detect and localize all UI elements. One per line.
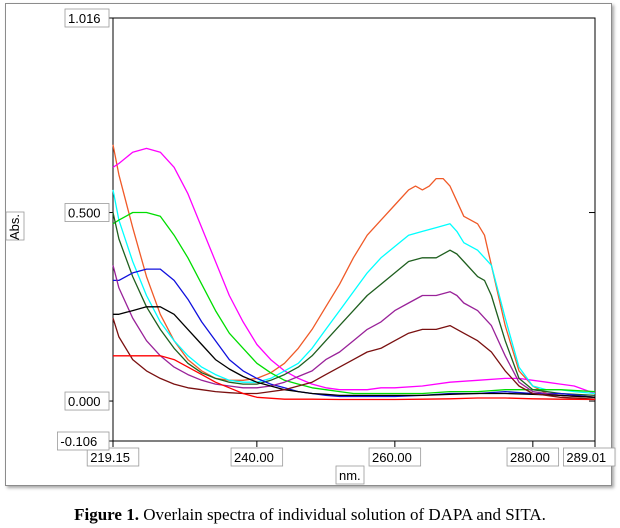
x-axis-title-box — [335, 465, 365, 485]
y-tick-label-box — [57, 431, 110, 451]
spectrum-line-4 — [112, 211, 596, 395]
x-tick-label-box — [368, 447, 422, 467]
y-tick-label-box — [64, 203, 110, 222]
x-tick-label: 219.15 — [90, 450, 130, 465]
y-tick-label: 1.016 — [68, 11, 101, 26]
y-tick-label: -0.106 — [60, 434, 97, 449]
overlain-spectra-chart: 219.15 240.00 260.00 280.00 289.01 1.016 0.500… — [5, 8, 616, 485]
y-axis-title-box — [5, 211, 25, 241]
y-tick-label-box — [64, 8, 110, 28]
spectrum-line-5 — [112, 212, 596, 397]
axis-tick-labels: 219.15 240.00 260.00 280.00 289.01 1.016 0.500… — [57, 8, 616, 467]
figure-caption-label: Figure 1. — [74, 505, 139, 524]
x-tick-label: 289.01 — [566, 450, 606, 465]
x-axis-title-group: nm. — [335, 465, 365, 485]
spectra-series — [112, 144, 596, 401]
figure-caption: Figure 1. Overlain spectra of individual… — [0, 505, 620, 525]
x-tick-label-box — [563, 447, 616, 467]
spectrum-line-9 — [112, 317, 596, 400]
x-tick-label-box — [230, 447, 284, 467]
y-tick-label-box — [64, 391, 110, 411]
spectrum-line-10 — [113, 355, 596, 401]
x-tick-label: 240.00 — [234, 450, 274, 465]
x-tick-label: 280.00 — [510, 450, 550, 465]
figure-caption-text: Overlain spectra of individual solution … — [143, 505, 546, 524]
y-axis-title: Abs. — [7, 214, 22, 240]
y-axis-title-group: Abs. — [5, 211, 25, 241]
x-tick-label-box — [86, 447, 140, 467]
x-tick-label: 260.00 — [372, 450, 412, 465]
spectrum-line-7 — [112, 265, 596, 398]
plot-area — [112, 17, 596, 442]
y-tick-label: 0.000 — [68, 394, 101, 409]
x-axis-title: nm. — [339, 468, 361, 483]
spectrum-line-3 — [112, 189, 596, 395]
x-tick-label-box — [506, 447, 560, 467]
y-tick-label: 0.500 — [68, 206, 101, 221]
